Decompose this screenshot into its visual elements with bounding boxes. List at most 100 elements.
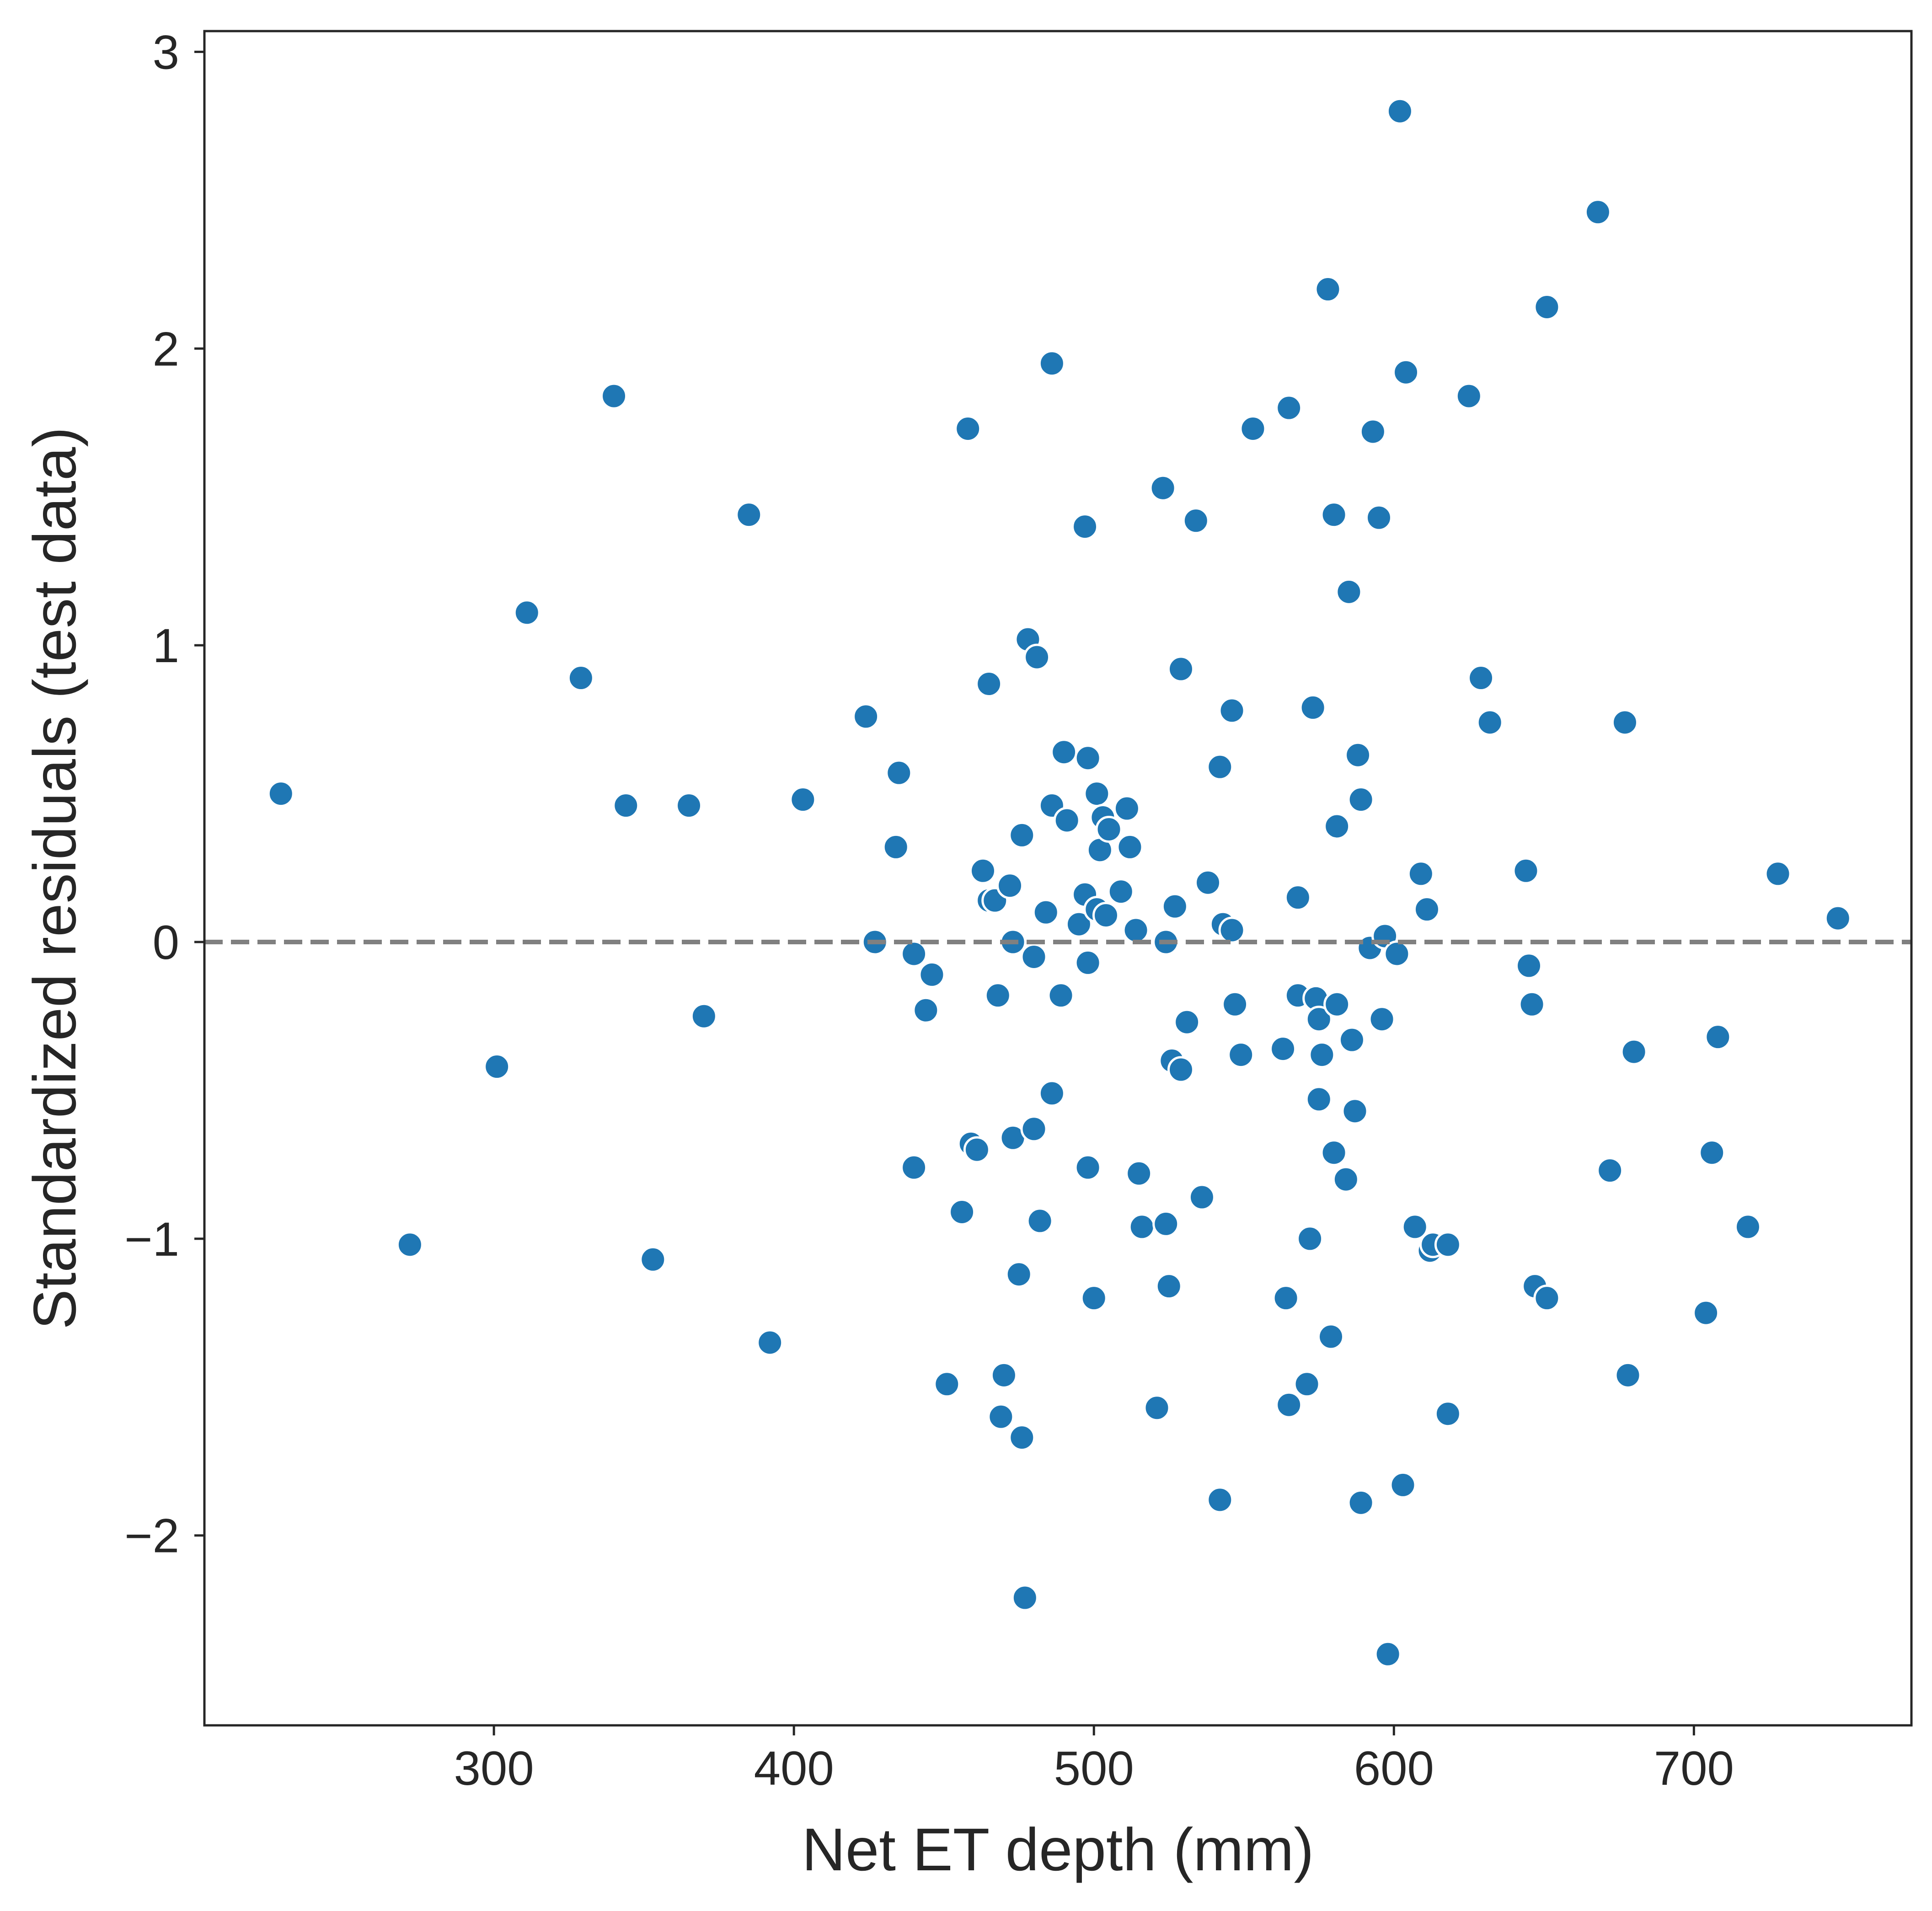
data-point <box>1386 97 1413 125</box>
data-point <box>1584 198 1611 226</box>
data-point <box>1824 905 1852 932</box>
y-tick-label: 1 <box>153 619 179 673</box>
data-point <box>1008 821 1036 849</box>
data-point <box>1053 807 1081 834</box>
data-point <box>1221 990 1249 1018</box>
data-point <box>1284 884 1311 911</box>
data-point <box>735 501 763 529</box>
data-point <box>1467 664 1495 692</box>
data-point <box>900 1154 928 1181</box>
data-point <box>1113 795 1140 822</box>
data-point <box>1143 1394 1171 1422</box>
data-point <box>1296 1225 1324 1253</box>
data-point <box>1596 1157 1624 1184</box>
data-point <box>1692 1299 1720 1327</box>
data-point <box>690 1002 717 1030</box>
data-point <box>1188 1183 1215 1211</box>
data-point <box>756 1329 784 1356</box>
data-point <box>1050 739 1078 766</box>
data-point <box>483 1053 511 1081</box>
data-point <box>1218 697 1246 724</box>
data-point <box>1347 1489 1375 1516</box>
data-point <box>1182 507 1210 535</box>
data-point <box>600 382 628 410</box>
data-point <box>1389 1471 1417 1499</box>
x-tick-label: 400 <box>754 1742 834 1795</box>
data-point <box>1293 1370 1321 1398</box>
data-point <box>1518 990 1546 1018</box>
data-point <box>1074 744 1102 772</box>
data-point <box>1533 1285 1561 1312</box>
data-point <box>1308 1041 1336 1069</box>
data-point <box>1374 1640 1402 1668</box>
data-point <box>1335 578 1363 605</box>
data-point <box>1008 1424 1036 1451</box>
data-point <box>987 1403 1015 1430</box>
data-point <box>1083 780 1111 808</box>
x-tick-label: 600 <box>1354 1742 1434 1795</box>
data-point <box>948 1198 976 1226</box>
data-point <box>882 833 910 861</box>
data-point <box>1275 1391 1303 1419</box>
data-point <box>1116 833 1144 861</box>
data-point <box>789 786 817 814</box>
data-point <box>1065 910 1092 938</box>
data-point <box>1365 504 1392 531</box>
data-point <box>1515 952 1543 980</box>
x-tick-label: 700 <box>1654 1742 1734 1795</box>
data-point <box>1275 394 1303 422</box>
data-point <box>1047 982 1075 1009</box>
data-point <box>1038 350 1065 377</box>
data-point <box>1080 1285 1108 1312</box>
data-point <box>1239 415 1267 442</box>
data-point <box>1332 1166 1359 1193</box>
data-point <box>1020 1115 1048 1143</box>
data-point <box>1038 1080 1065 1107</box>
data-point <box>1305 1086 1333 1113</box>
data-point <box>1173 1008 1201 1036</box>
y-axis-title: Standardized residuals (test data) <box>21 427 88 1330</box>
data-point <box>1407 860 1434 888</box>
data-point <box>1323 990 1351 1018</box>
data-point <box>1344 741 1372 769</box>
data-point <box>1368 1006 1396 1033</box>
data-point <box>996 872 1024 899</box>
data-point <box>1413 896 1440 923</box>
data-point <box>1194 869 1222 896</box>
data-point <box>1614 1361 1642 1389</box>
data-point <box>1476 709 1504 736</box>
x-tick-label: 300 <box>454 1742 534 1795</box>
data-point <box>1698 1139 1726 1167</box>
data-point <box>1071 513 1099 541</box>
data-point <box>1161 893 1188 920</box>
data-point <box>1620 1038 1648 1065</box>
data-point <box>1383 940 1411 968</box>
data-point <box>567 664 594 692</box>
data-point <box>1359 418 1386 445</box>
data-point <box>885 759 913 787</box>
data-point <box>933 1370 961 1398</box>
data-point <box>675 792 703 819</box>
data-point <box>1107 878 1135 905</box>
data-point <box>1323 813 1351 840</box>
data-point <box>1320 501 1348 529</box>
data-point <box>396 1231 423 1258</box>
data-point <box>1320 1139 1348 1167</box>
data-point <box>1434 1231 1461 1258</box>
data-point <box>1434 1400 1461 1428</box>
data-point <box>1206 1486 1234 1514</box>
data-point <box>975 670 1003 697</box>
data-point <box>1734 1213 1761 1241</box>
data-point <box>1020 943 1048 970</box>
data-point <box>969 857 996 884</box>
data-point <box>1317 1323 1345 1350</box>
data-point <box>1167 655 1194 683</box>
data-point <box>1455 382 1482 410</box>
y-tick-label: 3 <box>153 26 179 79</box>
data-point <box>1299 694 1327 721</box>
data-point <box>1026 1207 1054 1235</box>
data-point <box>1272 1285 1300 1312</box>
data-point <box>984 982 1011 1009</box>
data-point <box>1611 709 1638 736</box>
data-point <box>1074 949 1102 976</box>
